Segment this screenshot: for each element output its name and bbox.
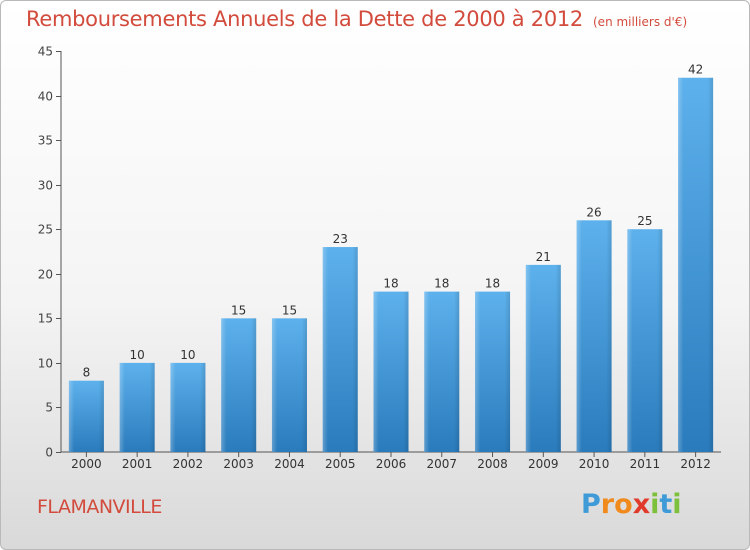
logo-letter: o [614, 489, 633, 520]
y-tick-label: 5 [45, 401, 53, 415]
data-label: 42 [688, 63, 703, 77]
bar-shade-2009 [525, 264, 561, 452]
data-label: 10 [130, 348, 145, 362]
y-tick-label: 0 [45, 446, 53, 460]
y-tick-label: 30 [38, 179, 53, 193]
x-tick-label: 2002 [173, 457, 204, 471]
bar-shade-2006 [373, 291, 409, 452]
bar-shade-2003 [221, 318, 257, 452]
y-tick-label: 45 [38, 45, 53, 59]
data-label: 8 [83, 366, 91, 380]
y-tick-label: 40 [38, 90, 53, 104]
data-label: 26 [586, 205, 601, 219]
logo-letter: t [659, 489, 673, 520]
x-tick-label: 2011 [630, 457, 661, 471]
data-label: 18 [485, 277, 500, 291]
logo-letter: P [581, 489, 601, 520]
bars [68, 77, 714, 452]
logo-letter: r [600, 489, 615, 520]
x-tick-label: 2010 [579, 457, 610, 471]
x-tick-label: 2001 [122, 457, 153, 471]
y-tick-label: 20 [38, 268, 53, 282]
bar-shade-2004 [271, 318, 307, 452]
logo-letter: i [672, 489, 682, 520]
bar-shade-2001 [119, 362, 155, 452]
chart-title-text: Remboursements Annuels de la Dette de 20… [26, 7, 583, 31]
data-label: 18 [434, 277, 449, 291]
bar-shade-2000 [68, 380, 104, 452]
data-label: 15 [282, 303, 297, 317]
x-tick-label: 2004 [274, 457, 305, 471]
data-label: 18 [383, 277, 398, 291]
data-label: 25 [637, 214, 652, 228]
logo-letter: i [650, 489, 660, 520]
logo-letter: x [632, 489, 651, 520]
data-labels: 8 10 10 15 15 23 18 18 18 21 26 25 42 [83, 63, 704, 380]
bar-shade-2002 [170, 362, 206, 452]
y-tick-label: 35 [38, 134, 53, 148]
chart-title: Remboursements Annuels de la Dette de 20… [26, 7, 687, 31]
x-tick-label: 2006 [376, 457, 407, 471]
x-tick-label: 2009 [528, 457, 559, 471]
x-tick-label: 2012 [680, 457, 711, 471]
bar-shade-2011 [627, 229, 663, 452]
x-tick-label: 2005 [325, 457, 356, 471]
bar-shade-2007 [424, 291, 460, 452]
data-label: 23 [333, 232, 348, 246]
y-tick-label: 15 [38, 312, 53, 326]
y-tick-label: 10 [38, 357, 53, 371]
data-label: 21 [536, 250, 551, 264]
x-tick-label: 2007 [426, 457, 457, 471]
x-tick-label: 2000 [71, 457, 102, 471]
proxiti-logo: Proxiti [581, 489, 682, 520]
bar-shade-2012 [678, 77, 714, 452]
data-label: 15 [231, 303, 246, 317]
data-label: 10 [180, 348, 195, 362]
x-tick-label: 2008 [477, 457, 508, 471]
axes: 0 5 10 15 20 25 30 35 40 45 2000 2001 2002 2003 2004 20… [38, 45, 721, 471]
x-tick-label: 2003 [223, 457, 254, 471]
y-tick-label: 25 [38, 223, 53, 237]
bar-shade-2008 [475, 291, 511, 452]
bar-shade-2010 [576, 220, 612, 452]
town-name: FLAMANVILLE [37, 496, 162, 518]
bar-shade-2005 [322, 247, 358, 452]
chart-subtitle: (en milliers d'€) [593, 15, 688, 29]
